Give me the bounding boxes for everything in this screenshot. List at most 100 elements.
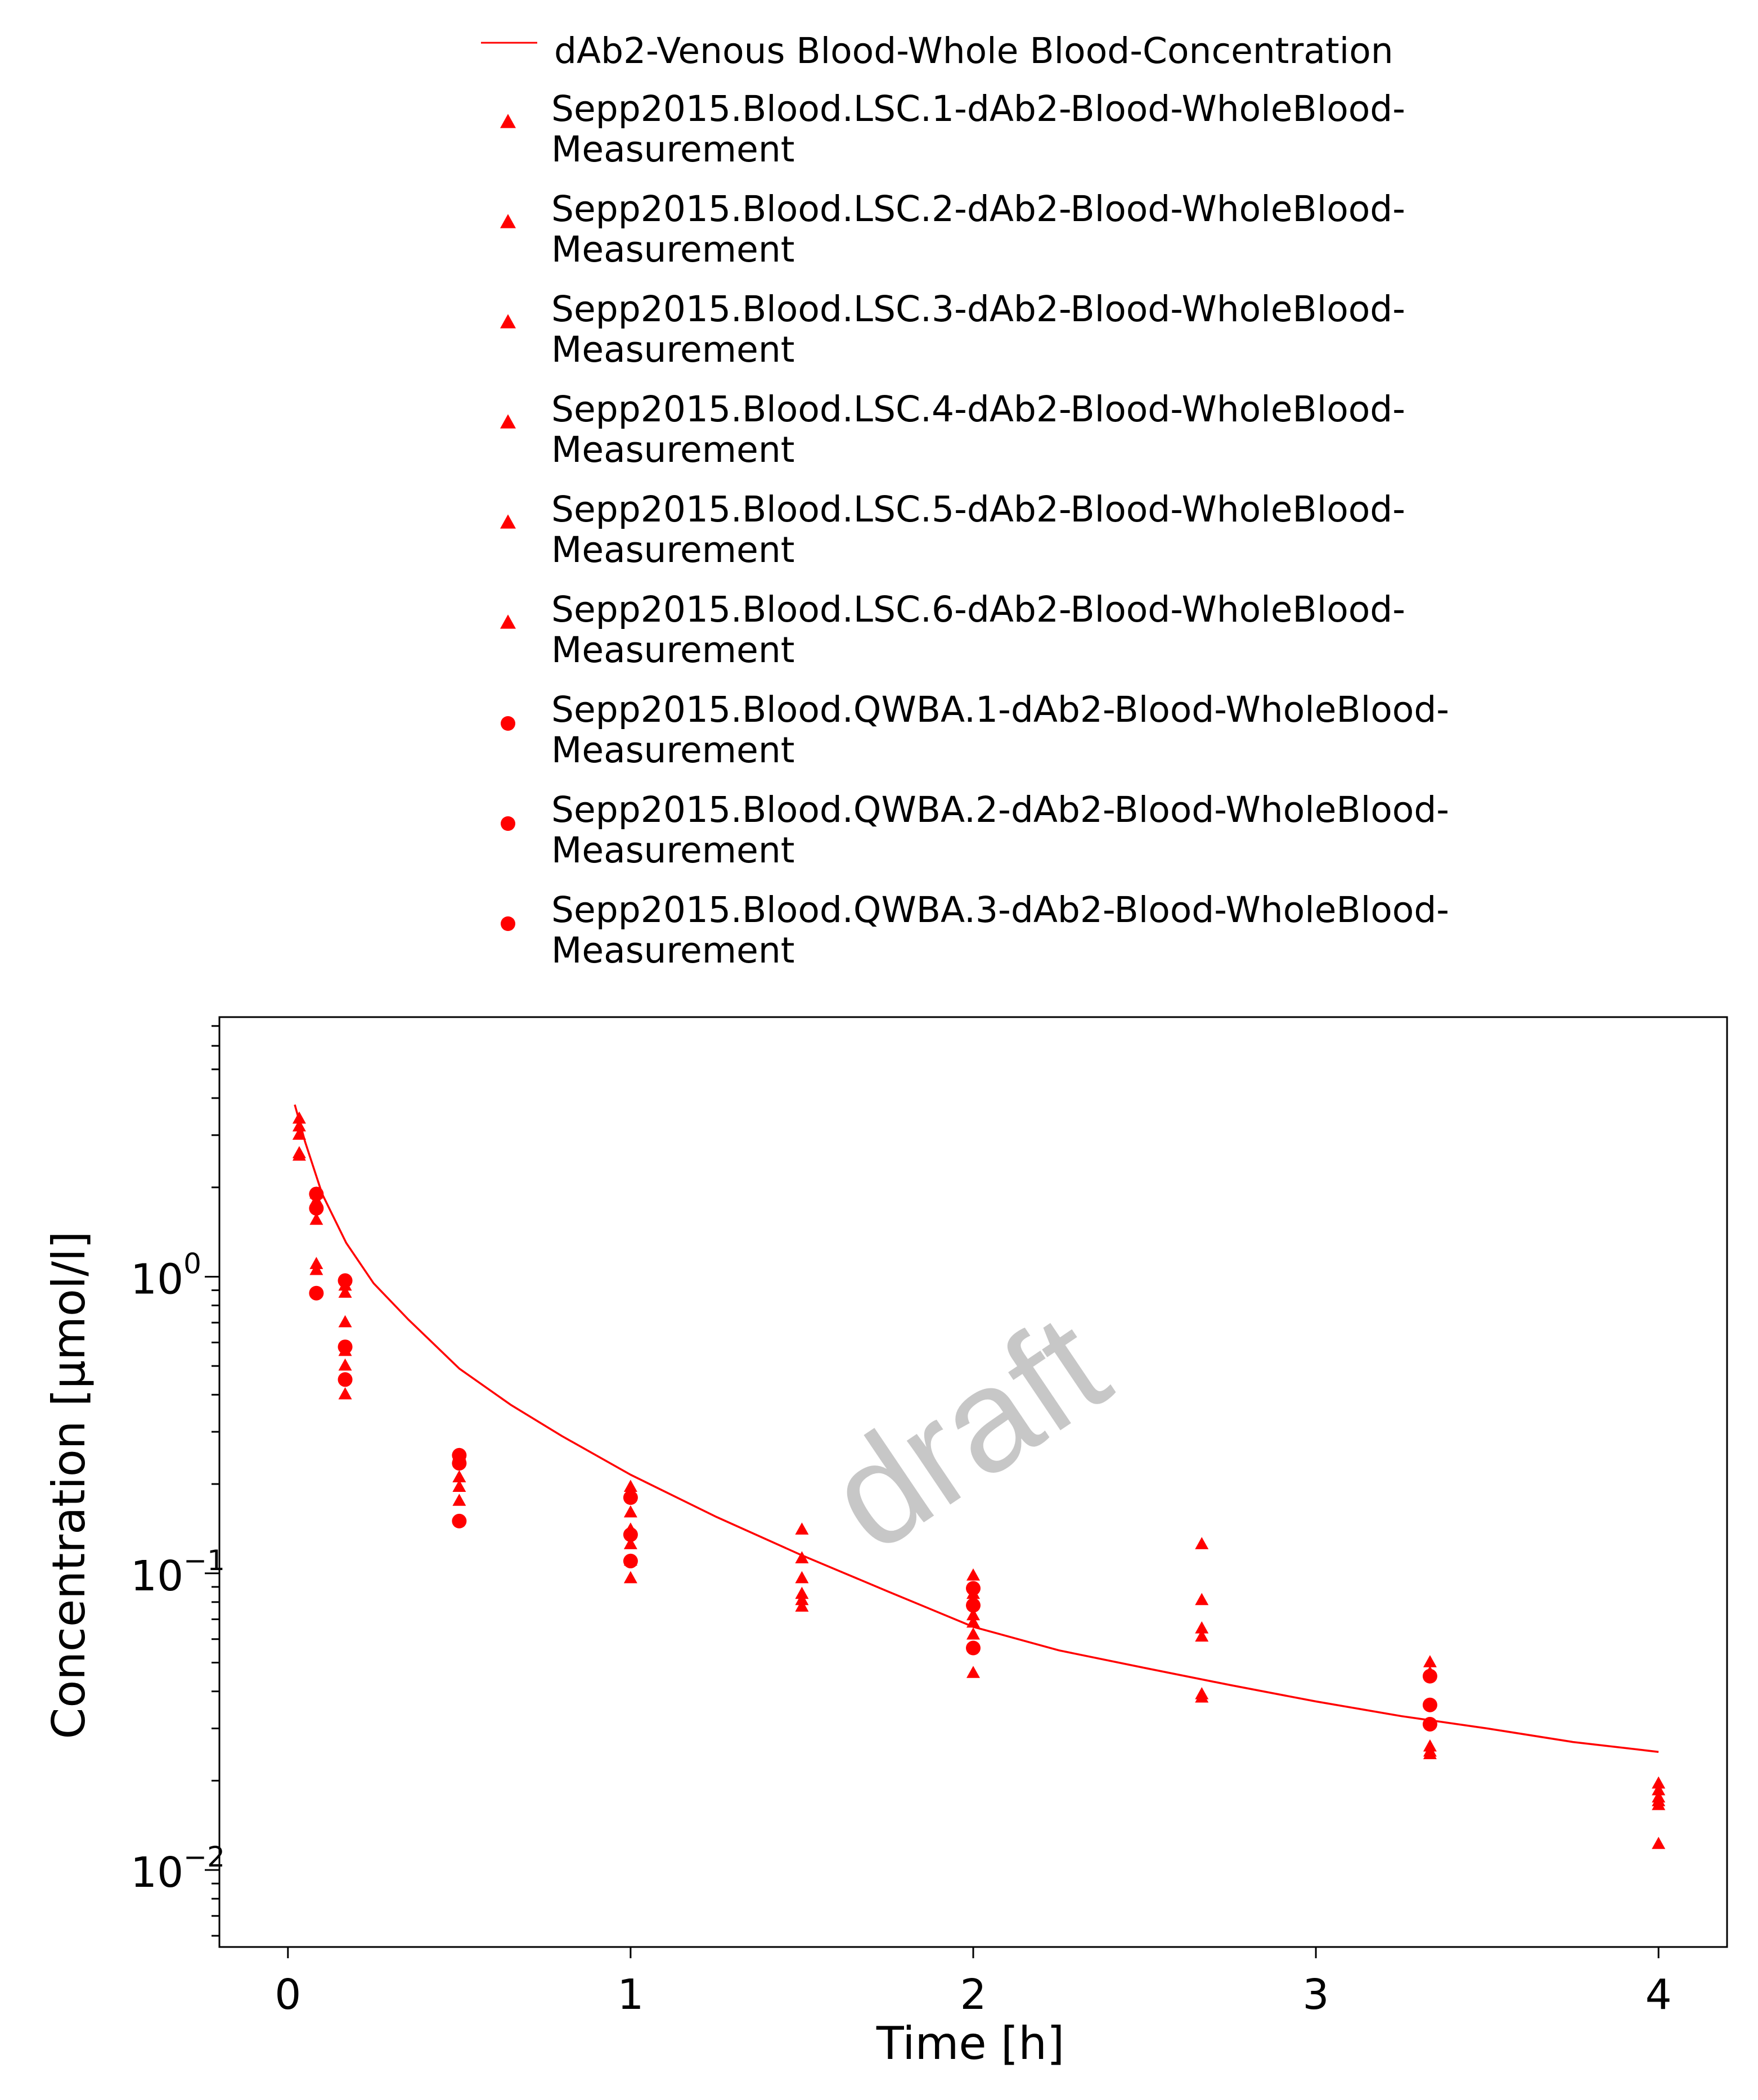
legend-entry: Sepp2015.Blood.LSC.1-dAb2-Blood-WholeBlo… [500, 88, 1405, 170]
x-tick-label: 0 [275, 1971, 301, 2019]
legend-label-continued: Measurement [551, 229, 795, 270]
triangle-data-point [795, 1593, 809, 1606]
legend-entry: Sepp2015.Blood.QWBA.2-dAb2-Blood-WholeBl… [501, 789, 1449, 871]
y-tick-base: 10 [131, 1255, 183, 1303]
legend-entry: Sepp2015.Blood.LSC.5-dAb2-Blood-WholeBlo… [500, 489, 1405, 570]
circle-data-point [623, 1527, 638, 1543]
triangle-data-point [1652, 1798, 1666, 1810]
circle-data-point [338, 1372, 353, 1387]
triangle-data-point [1652, 1783, 1666, 1796]
triangle-data-point [795, 1551, 809, 1564]
circle-data-point [338, 1339, 353, 1355]
legend-circle-marker [501, 916, 515, 931]
legend-triangle-marker [500, 214, 516, 228]
triangle-data-point [1195, 1629, 1209, 1642]
x-tick-label: 2 [960, 1971, 986, 2019]
triangle-data-point [452, 1480, 466, 1492]
legend-label: Sepp2015.Blood.QWBA.3-dAb2-Blood-WholeBl… [551, 889, 1449, 930]
circle-data-point [966, 1581, 981, 1596]
triangle-data-point [795, 1571, 809, 1584]
legend-label: Sepp2015.Blood.LSC.3-dAb2-Blood-WholeBlo… [551, 289, 1405, 330]
x-axis: 0 1 2 3 4 [275, 1947, 1672, 2019]
triangle-data-point [452, 1494, 466, 1506]
legend-label-continued: Measurement [551, 129, 795, 170]
triangle-data-point [452, 1470, 466, 1483]
triangle-data-point [1423, 1744, 1437, 1757]
legend-triangle-marker [500, 514, 516, 529]
legend-label: Sepp2015.Blood.QWBA.1-dAb2-Blood-WholeBl… [551, 689, 1449, 730]
triangle-data-point [1195, 1593, 1209, 1606]
legend-label-continued: Measurement [551, 730, 795, 771]
simulation-line [294, 1104, 1659, 1753]
triangle-data-point [623, 1480, 637, 1492]
legend-entry: Sepp2015.Blood.LSC.3-dAb2-Blood-WholeBlo… [500, 289, 1405, 370]
x-axis-label: Time [h] [876, 2017, 1064, 2070]
y-tick-exponent: −2 [183, 1841, 225, 1873]
circle-data-point [966, 1598, 981, 1613]
legend-label: Sepp2015.Blood.LSC.5-dAb2-Blood-WholeBlo… [551, 489, 1405, 530]
triangle-data-point [966, 1627, 980, 1640]
legend-label-continued: Measurement [551, 529, 795, 570]
triangle-data-point [292, 1148, 306, 1161]
legend-circle-marker [501, 716, 515, 731]
triangle-data-point [338, 1285, 352, 1298]
circle-data-point [1422, 1697, 1437, 1712]
triangle-data-point [1195, 1537, 1209, 1549]
y-tick-exponent: −1 [183, 1544, 225, 1577]
legend-triangle-marker [500, 414, 516, 429]
legend-label-continued: Measurement [551, 830, 795, 871]
legend-label: Sepp2015.Blood.LSC.4-dAb2-Blood-WholeBlo… [551, 389, 1405, 430]
triangle-data-point [1652, 1837, 1666, 1849]
legend-circle-marker [501, 816, 515, 831]
legend-label-continued: Measurement [551, 930, 795, 971]
y-tick-exponent: 0 [183, 1247, 201, 1280]
triangle-data-point [966, 1615, 980, 1628]
circle-data-point [623, 1490, 638, 1505]
legend-entry: Sepp2015.Blood.LSC.2-dAb2-Blood-WholeBlo… [500, 188, 1405, 270]
y-tick-label: 100 [131, 1247, 201, 1303]
triangle-data-point [966, 1666, 980, 1678]
circle-data-point [1422, 1716, 1437, 1732]
legend-entry: Sepp2015.Blood.QWBA.1-dAb2-Blood-WholeBl… [501, 689, 1449, 771]
series-8-markers [309, 1200, 1437, 1712]
triangle-data-point [623, 1505, 637, 1518]
legend-label: Sepp2015.Blood.QWBA.2-dAb2-Blood-WholeBl… [551, 789, 1449, 830]
x-tick-label: 4 [1645, 1971, 1672, 2019]
triangle-data-point [338, 1358, 352, 1371]
series-markers [292, 1111, 1666, 1849]
triangle-data-point [338, 1387, 352, 1400]
legend-label-continued: Measurement [551, 429, 795, 470]
circle-data-point [623, 1553, 638, 1568]
legend-label: dAb2-Venous Blood-Whole Blood-Concentrat… [554, 30, 1393, 71]
legend-label-continued: Measurement [551, 329, 795, 370]
circle-data-point [1422, 1669, 1437, 1684]
y-tick-label: 10−2 [131, 1841, 225, 1897]
triangle-data-point [795, 1522, 809, 1535]
triangle-data-point [966, 1568, 980, 1581]
y-axis-label: Concentration [µmol/l] [43, 1231, 95, 1739]
triangle-data-point [292, 1111, 306, 1124]
legend: dAb2-Venous Blood-Whole Blood-Concentrat… [481, 30, 1449, 971]
triangle-data-point [1195, 1621, 1209, 1634]
triangle-data-point [1195, 1690, 1209, 1703]
triangle-data-point [1423, 1655, 1437, 1667]
circle-data-point [966, 1640, 981, 1656]
legend-entry: Sepp2015.Blood.QWBA.3-dAb2-Blood-WholeBl… [501, 889, 1449, 971]
y-tick-label: 10−1 [131, 1544, 225, 1600]
triangle-data-point [292, 1119, 306, 1132]
legend-entry: dAb2-Venous Blood-Whole Blood-Concentrat… [481, 30, 1393, 71]
circle-data-point [309, 1285, 324, 1301]
legend-entry: Sepp2015.Blood.LSC.6-dAb2-Blood-WholeBlo… [500, 589, 1405, 671]
legend-triangle-marker [500, 314, 516, 329]
y-tick-base: 10 [131, 1849, 183, 1897]
circle-data-point [309, 1200, 324, 1216]
legend-entry: Sepp2015.Blood.LSC.4-dAb2-Blood-WholeBlo… [500, 389, 1405, 470]
triangle-data-point [1652, 1776, 1666, 1789]
triangle-data-point [623, 1571, 637, 1584]
triangle-data-point [309, 1262, 323, 1275]
legend-triangle-marker [500, 614, 516, 629]
legend-label: Sepp2015.Blood.LSC.2-dAb2-Blood-WholeBlo… [551, 188, 1405, 230]
